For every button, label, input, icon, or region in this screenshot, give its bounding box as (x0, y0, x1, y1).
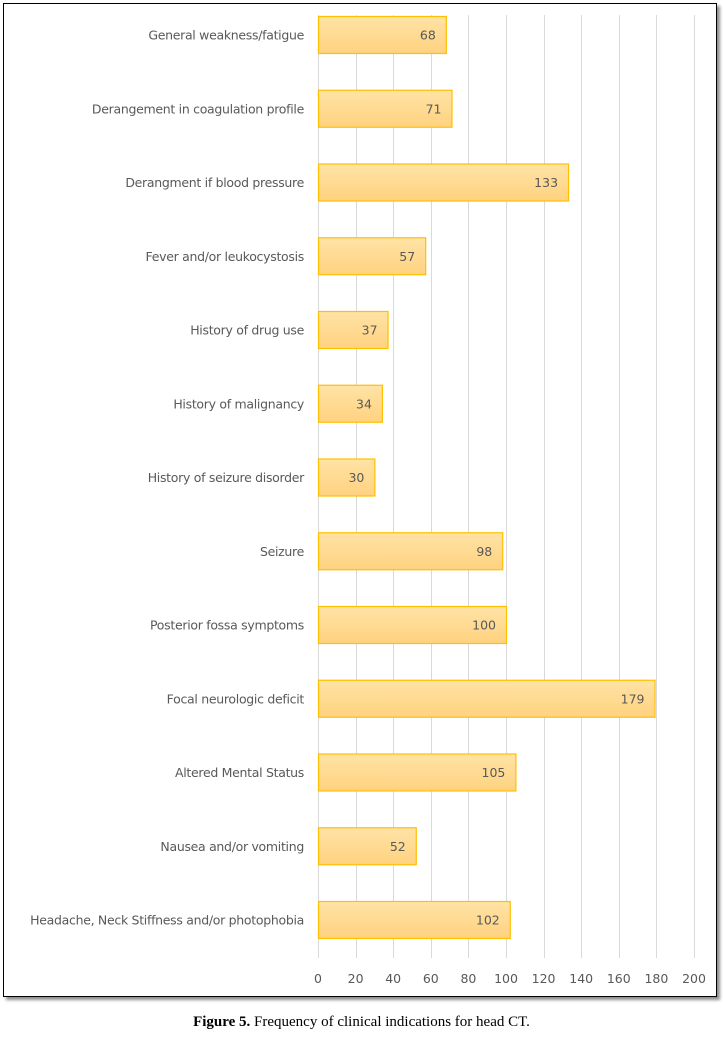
bar (317, 15, 447, 55)
bar (317, 458, 376, 497)
x-tick-label: 20 (348, 971, 364, 986)
x-tick-label: 0 (314, 971, 322, 986)
x-tick-label: 80 (460, 971, 476, 986)
bar (317, 679, 656, 718)
figure-caption: Figure 5. Frequency of clinical indicati… (0, 1014, 723, 1031)
bar (317, 237, 427, 276)
category-label: Derangement in coagulation profile (92, 101, 305, 116)
category-label: General weakness/fatigue (148, 28, 304, 43)
data-label: 98 (476, 544, 492, 559)
category-label: Fever and/or leukocystosis (146, 249, 304, 264)
category-label: Headache, Neck Stiffness and/or photopho… (30, 913, 304, 928)
bars (317, 15, 656, 940)
category-labels: General weakness/fatigue Derangement in c… (30, 28, 305, 928)
category-label: History of seizure disorder (148, 470, 305, 485)
category-label: History of drug use (190, 323, 304, 338)
category-label: Nausea and/or vomiting (160, 839, 304, 854)
bar (317, 753, 517, 792)
data-label: 30 (348, 470, 364, 485)
x-tick-label: 160 (607, 971, 631, 986)
bar (317, 605, 508, 645)
data-label: 133 (534, 175, 558, 190)
x-tick-label: 60 (423, 971, 439, 986)
bar (317, 900, 511, 940)
data-label: 57 (399, 249, 415, 264)
bar (317, 310, 389, 350)
category-label: Focal neurologic deficit (167, 691, 305, 706)
x-tick-label: 140 (569, 971, 593, 986)
category-label: History of malignancy (173, 396, 305, 411)
caption-label: Figure 5. (193, 1014, 251, 1030)
bar (317, 384, 384, 423)
caption-text: Frequency of clinical indications for he… (250, 1014, 530, 1030)
category-label: Derangment if blood pressure (125, 175, 304, 190)
category-label: Seizure (260, 544, 305, 559)
x-axis-ticks: 0 20 40 60 80 100 120 140 160 180 200 (314, 971, 706, 986)
bar (317, 89, 453, 128)
category-label: Altered Mental Status (175, 765, 304, 780)
data-label: 52 (390, 839, 406, 854)
data-label: 105 (482, 765, 506, 780)
value-labels: 68 71 133 57 37 34 30 98 100 179 105 52 102 (348, 28, 644, 928)
bar (317, 163, 570, 202)
data-label: 34 (356, 396, 372, 411)
bar (317, 827, 417, 866)
x-tick-label: 100 (494, 971, 518, 986)
data-label: 100 (472, 618, 496, 633)
bar (317, 532, 504, 571)
x-tick-label: 180 (644, 971, 668, 986)
data-label: 37 (362, 323, 378, 338)
data-label: 179 (621, 691, 645, 706)
bar-chart: General weakness/fatigue Derangement in c… (30, 15, 706, 986)
data-label: 102 (476, 913, 500, 928)
x-tick-label: 120 (532, 971, 556, 986)
x-tick-label: 40 (385, 971, 401, 986)
category-label: Posterior fossa symptoms (150, 618, 304, 633)
data-label: 71 (426, 101, 442, 116)
data-label: 68 (420, 28, 436, 43)
x-tick-label: 200 (682, 971, 706, 986)
